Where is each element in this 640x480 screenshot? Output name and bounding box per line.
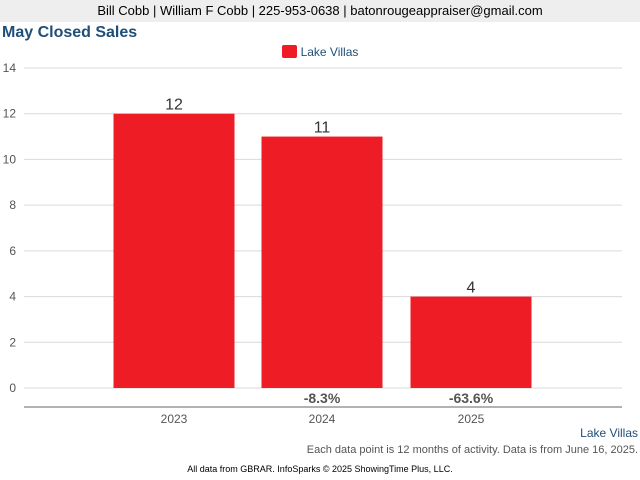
footer-series-label: Lake Villas [580,426,638,440]
data-label: 12 [165,97,183,114]
y-tick-label: 8 [9,198,16,212]
footer-note: Each data point is 12 months of activity… [306,444,638,456]
legend-label: Lake Villas [300,45,359,59]
y-tick-label: 0 [9,381,16,395]
footer-source: All data from GBRAR. InfoSparks © 2025 S… [187,464,453,474]
y-tick-label: 14 [3,61,17,75]
data-label: 11 [314,120,331,137]
y-tick-label: 2 [9,335,16,349]
legend[interactable]: Lake Villas [0,45,640,59]
y-tick-label: 4 [9,290,16,304]
change-label: -63.6% [449,390,494,406]
bar [410,296,532,388]
x-tick-label: 2023 [161,412,188,426]
bar [261,136,383,388]
chart-title: May Closed Sales [2,24,138,41]
contact-text: Bill Cobb | William F Cobb | 225-953-063… [97,3,543,18]
y-tick-label: 10 [3,152,17,166]
contact-header: Bill Cobb | William F Cobb | 225-953-063… [0,0,640,22]
y-tick-label: 12 [3,107,17,121]
x-tick-label: 2025 [458,412,485,426]
bar [113,113,235,388]
data-label: 4 [467,280,476,297]
legend-swatch [281,45,297,58]
y-tick-label: 6 [9,244,16,258]
x-tick-label: 2024 [309,412,336,426]
change-label: -8.3% [304,390,341,406]
